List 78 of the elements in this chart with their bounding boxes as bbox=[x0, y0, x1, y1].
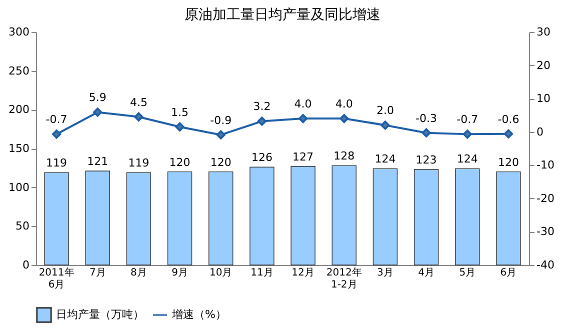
y2-tick-label: -40 bbox=[536, 258, 554, 272]
point bbox=[462, 130, 472, 139]
bar bbox=[372, 168, 398, 266]
point bbox=[422, 128, 431, 138]
x-tick-label: 5月 bbox=[459, 268, 476, 278]
legend-label: 日均产量（万吨） bbox=[56, 308, 144, 321]
bar bbox=[414, 169, 439, 266]
point bbox=[340, 114, 349, 124]
data-label: 126 bbox=[251, 151, 272, 164]
point bbox=[93, 108, 102, 117]
x-tick-label: 12月 bbox=[292, 268, 314, 278]
data-label: 120 bbox=[498, 156, 519, 169]
x-tick-label: 8月 bbox=[130, 268, 147, 278]
point bbox=[175, 122, 184, 132]
point bbox=[380, 120, 390, 130]
chart-title: 原油加工量日均产量及同比增速 bbox=[184, 7, 380, 23]
bar bbox=[290, 166, 316, 266]
point bbox=[257, 116, 266, 126]
y2-tick-label: 20 bbox=[536, 58, 550, 72]
data-label: 124 bbox=[456, 152, 478, 166]
data-label: 120 bbox=[210, 156, 232, 169]
point bbox=[134, 112, 144, 122]
data-label: 123 bbox=[416, 153, 437, 166]
bar bbox=[455, 168, 480, 266]
y-tick-label: 100 bbox=[8, 180, 30, 194]
data-label: 4.5 bbox=[130, 96, 148, 109]
data-label: 119 bbox=[46, 156, 68, 170]
bar bbox=[332, 165, 356, 266]
x-tick-label: 7月 bbox=[89, 268, 106, 278]
y-tick-label: 250 bbox=[8, 64, 30, 78]
x-tick-label: 4月 bbox=[418, 268, 434, 278]
y-tick-label: 200 bbox=[8, 103, 30, 116]
bar bbox=[126, 172, 152, 266]
bar bbox=[167, 171, 192, 266]
x-tick-label: 3月 bbox=[377, 268, 394, 278]
data-label: 119 bbox=[128, 156, 150, 170]
data-label: -0.9 bbox=[210, 114, 232, 127]
y2-tick-label: 10 bbox=[536, 92, 550, 106]
bar bbox=[85, 170, 110, 266]
data-label: 1.5 bbox=[171, 106, 189, 119]
x-tick-label: 2012年 1-2月 bbox=[326, 266, 362, 290]
data-label: -0.7 bbox=[46, 113, 68, 126]
data-label: 4.0 bbox=[335, 98, 353, 111]
data-label: 127 bbox=[292, 150, 314, 164]
y2-tick-label: -20 bbox=[536, 192, 554, 205]
y-tick-label: 150 bbox=[8, 142, 30, 155]
y2-tick-label: -30 bbox=[536, 225, 554, 238]
legend-label: 增速（%） bbox=[171, 308, 226, 321]
data-label: -0.6 bbox=[498, 112, 520, 126]
data-label: 3.2 bbox=[253, 100, 271, 114]
bar bbox=[250, 166, 274, 266]
data-label: 5.9 bbox=[88, 91, 106, 104]
data-label: 2.0 bbox=[376, 104, 394, 118]
y2-tick-label: 0 bbox=[536, 125, 544, 138]
y-tick-label: 50 bbox=[16, 220, 30, 233]
x-tick-label: 9月 bbox=[172, 268, 188, 278]
data-label: 124 bbox=[374, 152, 396, 166]
point bbox=[216, 130, 226, 140]
y-tick-label: 0 bbox=[22, 258, 30, 272]
x-tick-label: 2011年 6月 bbox=[38, 266, 74, 290]
data-label: -0.7 bbox=[456, 113, 478, 126]
data-label: 128 bbox=[334, 150, 355, 163]
data-label: 121 bbox=[87, 155, 108, 168]
x-tick-label: 11月 bbox=[250, 268, 274, 278]
point bbox=[298, 114, 308, 124]
y2-tick-label: 30 bbox=[536, 26, 550, 38]
data-label: 120 bbox=[169, 156, 190, 169]
data-label: 4.0 bbox=[294, 98, 312, 111]
bar bbox=[208, 171, 234, 266]
point bbox=[52, 130, 62, 139]
bar bbox=[44, 172, 69, 266]
bar bbox=[496, 171, 521, 266]
x-tick-label: 10月 bbox=[210, 268, 232, 278]
y-tick-label: 300 bbox=[8, 26, 30, 38]
data-label: -0.3 bbox=[416, 112, 438, 125]
x-tick-label: 6月 bbox=[500, 268, 517, 278]
point bbox=[504, 129, 513, 138]
y2-tick-label: -10 bbox=[536, 158, 554, 172]
